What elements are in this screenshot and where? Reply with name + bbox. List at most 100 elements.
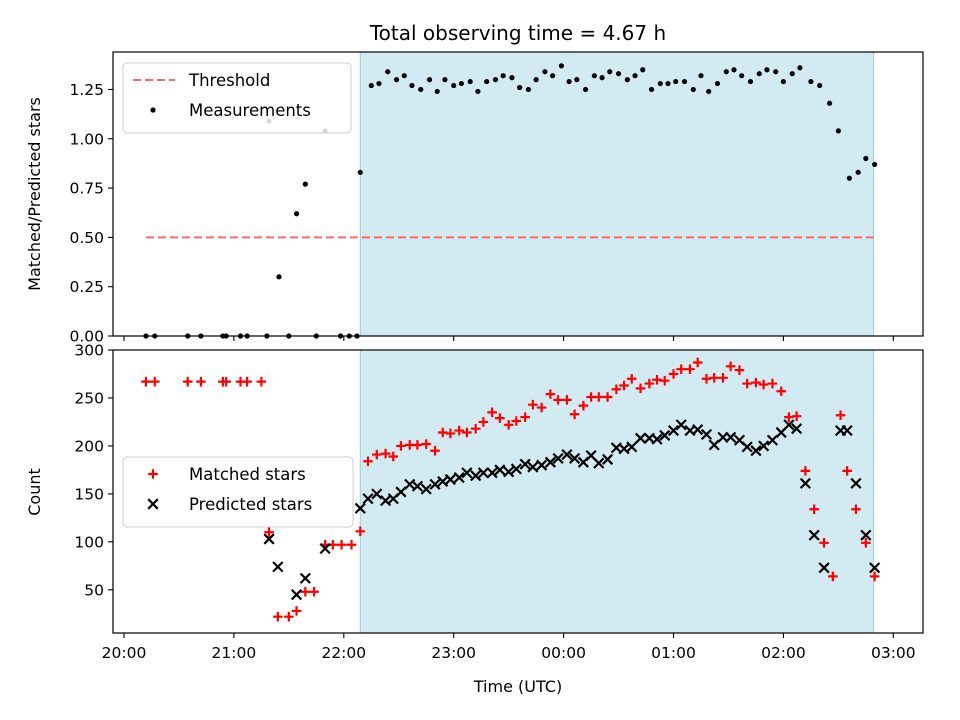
data-point: [808, 78, 814, 85]
data-point: [869, 571, 880, 582]
data-point: [764, 67, 770, 73]
data-point: [376, 80, 382, 87]
data-point: [426, 77, 433, 83]
data-point: [420, 483, 432, 495]
data-point: [487, 407, 497, 418]
data-point: [640, 67, 646, 73]
x-axis-label: Time (UTC): [473, 677, 562, 696]
data-point: [675, 419, 687, 431]
data-point: [599, 75, 605, 81]
data-point: [593, 457, 605, 469]
data-point: [511, 416, 522, 426]
data-point: [552, 452, 564, 464]
data-point: [718, 373, 728, 383]
data-point: [797, 65, 803, 71]
data-point: [470, 423, 481, 434]
data-point: [525, 86, 532, 93]
data-point: [558, 63, 565, 69]
data-point: [673, 78, 679, 85]
legend-box: [122, 62, 352, 134]
data-point: [739, 73, 745, 79]
data-point: [395, 486, 407, 498]
data-point: [536, 402, 547, 413]
data-point: [302, 181, 308, 187]
series-predicted-stars: [263, 419, 881, 601]
data-point: [412, 440, 423, 450]
data-point: [626, 373, 637, 384]
x-tick-label: 03:00: [871, 644, 916, 662]
top-panel: 0.00 0.25 0.50 0.75 1.00 1.25 Threshold Measure…: [69, 51, 924, 346]
legend-box: [122, 456, 354, 528]
data-point: [799, 477, 811, 489]
data-point: [434, 88, 440, 95]
y-tick-label: 200: [74, 437, 104, 455]
data-point: [783, 419, 795, 431]
data-point: [591, 73, 597, 79]
data-point: [791, 411, 802, 421]
data-point: [676, 364, 687, 374]
data-point: [615, 71, 622, 77]
data-point: [569, 409, 580, 420]
y-tick-label: 0.75: [69, 180, 104, 198]
data-point: [510, 463, 522, 475]
data-point: [607, 69, 613, 75]
data-point: [454, 425, 465, 436]
data-point: [725, 431, 737, 443]
data-point: [411, 480, 424, 492]
data-point: [818, 562, 830, 574]
data-point: [458, 80, 464, 87]
data-point: [492, 77, 499, 83]
data-point: [808, 529, 820, 541]
chart-title: Total observing time = 4.67 h: [369, 21, 666, 45]
data-point: [665, 80, 671, 87]
data-point: [657, 80, 663, 87]
data-point: [263, 533, 275, 545]
data-point: [626, 441, 638, 453]
data-point: [528, 399, 538, 410]
data-point: [379, 495, 392, 507]
legend-swatch: [147, 498, 159, 510]
data-point: [826, 100, 833, 106]
data-point: [789, 71, 795, 77]
y-tick-label: 1.00: [69, 130, 104, 148]
data-point: [475, 88, 481, 95]
data-point: [648, 86, 655, 93]
legend-swatch: [148, 469, 158, 479]
data-point: [828, 571, 838, 582]
data-point: [264, 527, 274, 538]
data-point: [486, 467, 498, 479]
data-point: [601, 453, 614, 465]
data-point: [767, 378, 778, 389]
data-point: [553, 395, 563, 405]
data-point: [494, 464, 506, 476]
data-point: [861, 538, 871, 548]
data-point: [869, 562, 881, 574]
data-point: [290, 589, 303, 601]
data-point: [698, 73, 704, 79]
data-point: [751, 377, 761, 388]
data-point: [478, 417, 489, 427]
data-point: [819, 538, 829, 548]
legend-label: Measurements: [189, 101, 311, 120]
data-point: [800, 466, 811, 476]
data-point: [860, 529, 872, 541]
data-point: [404, 478, 416, 490]
data-point: [256, 376, 267, 387]
data-point: [619, 380, 629, 391]
data-point: [299, 572, 311, 584]
data-point: [742, 378, 752, 389]
data-point: [371, 449, 382, 460]
data-point: [758, 440, 770, 452]
data-point: [371, 488, 383, 500]
data-point: [368, 82, 374, 89]
data-point: [593, 392, 604, 402]
data-point: [766, 434, 779, 446]
data-point: [527, 461, 539, 473]
data-point: [690, 86, 696, 93]
data-point: [624, 77, 630, 83]
x-tick-label: 00:00: [541, 644, 586, 662]
observing-span-shade: [359, 51, 875, 337]
x-tick-label: 21:00: [212, 644, 257, 662]
axes-frame: [112, 349, 924, 634]
data-point: [582, 86, 589, 93]
